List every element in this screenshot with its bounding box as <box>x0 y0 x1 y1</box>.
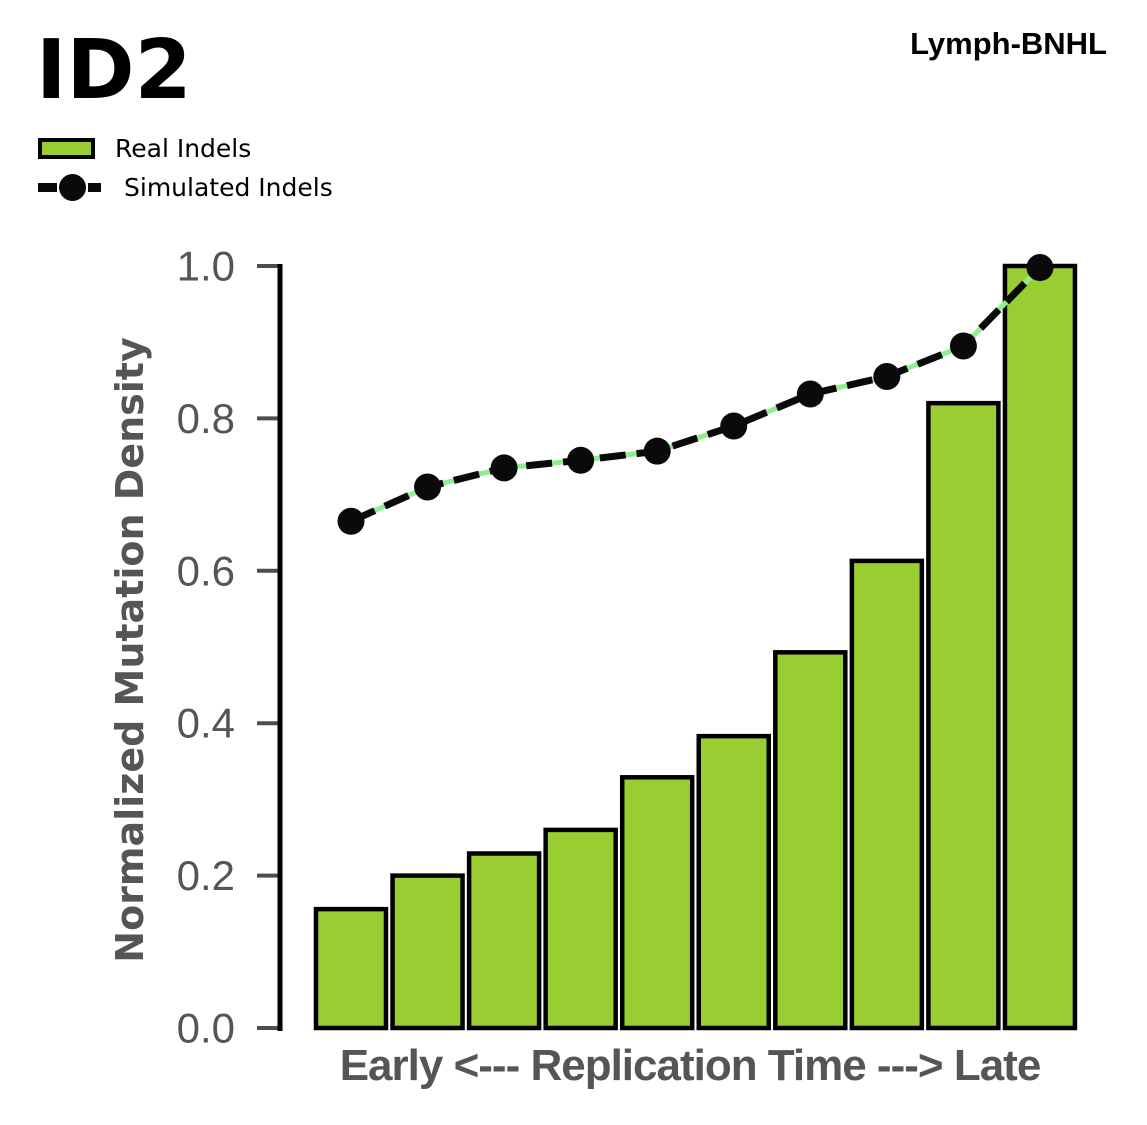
bar-real-indels <box>390 873 465 1031</box>
line-simulated-dashed <box>349 265 1043 525</box>
legend-item-real-indels: Real Indels <box>38 133 333 163</box>
bar-real-indels <box>696 733 771 1031</box>
y-tick-label: 0.4 <box>177 700 235 747</box>
legend-dash-icon <box>88 182 101 192</box>
bar-real-indels <box>313 906 389 1031</box>
figure-title: ID2 <box>36 23 192 118</box>
y-tick-label: 0.2 <box>177 852 235 899</box>
bar-real-indels <box>849 558 925 1031</box>
line-marker <box>414 473 442 501</box>
y-tick-label: 1.0 <box>177 243 235 290</box>
legend-label-simulated: Simulated Indels <box>124 172 333 202</box>
bar-swatch-icon <box>38 137 95 159</box>
dashed-line-marker-icon <box>38 173 104 201</box>
y-tick-label: 0.0 <box>177 1005 235 1052</box>
y-tick-label: 0.8 <box>177 395 235 442</box>
bar-real-indels <box>466 851 542 1031</box>
legend: Real Indels Simulated Indels <box>38 133 333 211</box>
line-marker <box>720 412 748 440</box>
line-marker <box>643 437 671 465</box>
bar-real-indels <box>773 650 848 1031</box>
line-marker <box>949 332 977 360</box>
legend-dot-icon <box>59 173 86 201</box>
legend-item-simulated-indels: Simulated Indels <box>38 172 333 202</box>
legend-dash-icon <box>38 182 57 192</box>
bar-real-indels <box>619 775 695 1031</box>
line-marker <box>490 454 518 482</box>
x-axis-label: Early <--- Replication Time ---> Late <box>339 1041 1042 1090</box>
bar-real-indels <box>1002 263 1078 1031</box>
line-marker <box>1026 254 1054 282</box>
line-marker <box>567 446 595 474</box>
line-marker <box>337 507 365 535</box>
bar-real-indels <box>543 827 618 1031</box>
legend-label-real: Real Indels <box>115 133 252 163</box>
cohort-label: Lymph-BNHL <box>910 26 1107 61</box>
y-tick-label: 0.6 <box>177 547 235 594</box>
line-marker <box>796 380 824 408</box>
bar-real-indels <box>926 400 1001 1031</box>
line-marker <box>873 362 901 390</box>
